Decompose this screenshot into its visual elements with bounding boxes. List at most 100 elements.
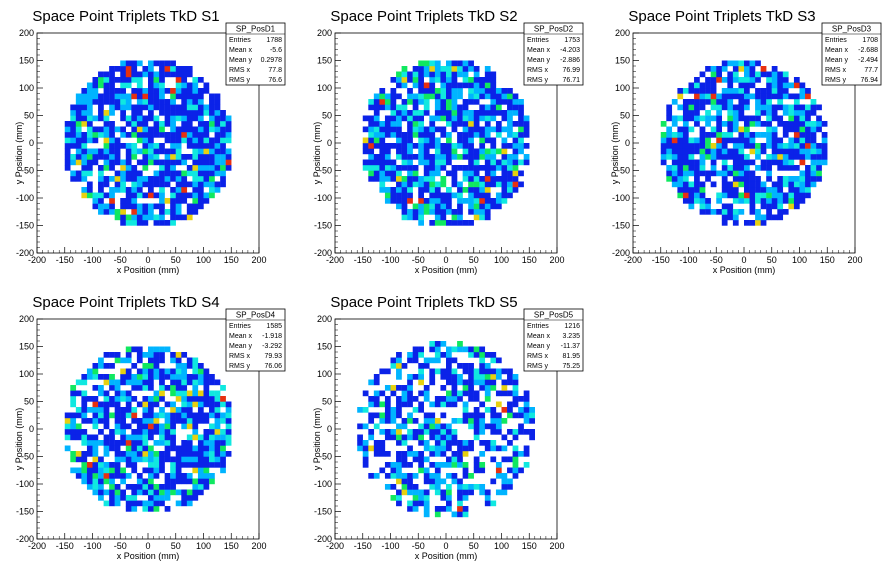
histogram-bin <box>92 77 99 83</box>
histogram-bin <box>203 104 210 111</box>
histogram-bin <box>92 396 99 402</box>
histogram-bin <box>225 137 232 144</box>
histogram-bin <box>170 418 176 424</box>
histogram-bin <box>473 93 480 100</box>
histogram-bin <box>120 176 126 182</box>
histogram-bin <box>479 137 486 144</box>
histogram-bin <box>131 418 138 424</box>
histogram-bin <box>793 132 800 138</box>
histogram-bin <box>70 126 77 133</box>
histogram-bin <box>103 159 110 166</box>
histogram-bin <box>462 506 469 512</box>
histogram-bin <box>699 132 706 138</box>
histogram-bin <box>440 71 447 78</box>
histogram-bin <box>760 198 767 204</box>
histogram-bin <box>484 104 491 111</box>
histogram-bin <box>412 181 419 188</box>
histogram-bin <box>86 115 93 122</box>
histogram-bin <box>92 462 99 468</box>
histogram-bin <box>727 170 734 177</box>
histogram-bin <box>434 434 441 441</box>
histogram-bin <box>175 451 182 457</box>
histogram-bin <box>512 110 519 116</box>
stats-box-name: SP_PosD2 <box>534 25 574 34</box>
histogram-bin <box>192 99 199 105</box>
y-tick-label: -50 <box>319 452 332 462</box>
histogram-bin <box>225 434 232 441</box>
histogram-bin <box>142 440 149 446</box>
histogram-bin <box>523 418 530 424</box>
histogram-bin <box>518 132 524 138</box>
histogram-bin <box>484 176 491 182</box>
histogram-bin <box>495 110 502 116</box>
histogram-bin <box>440 374 447 380</box>
histogram-bin <box>98 418 104 424</box>
histogram-bin <box>457 88 463 94</box>
histogram-bin <box>114 88 121 94</box>
histogram-bin <box>142 66 149 72</box>
histogram-bin <box>379 148 386 155</box>
histogram-bin <box>203 396 210 402</box>
histogram-bin <box>766 203 772 210</box>
histogram-bin <box>479 489 486 496</box>
histogram-bin <box>75 170 82 177</box>
x-tick-label: -150 <box>354 541 372 551</box>
histogram-bin <box>760 143 767 149</box>
histogram-bin <box>153 489 160 496</box>
x-tick-label: 200 <box>251 255 266 265</box>
histogram-bin <box>501 385 508 391</box>
histogram-bin <box>468 88 474 94</box>
histogram-bin <box>418 467 424 474</box>
histogram-bin <box>462 165 469 171</box>
histogram-bin <box>440 66 447 72</box>
histogram-bin <box>384 192 391 199</box>
histogram-bin <box>518 148 524 155</box>
histogram-bin <box>446 396 452 402</box>
histogram-bin <box>136 60 143 67</box>
histogram-bin <box>423 511 430 518</box>
histogram-bin <box>125 506 132 512</box>
histogram-bin <box>457 445 463 452</box>
histogram-bin <box>159 181 165 188</box>
histogram-bin <box>412 203 419 210</box>
x-tick-label: 150 <box>820 255 835 265</box>
histogram-bin <box>777 71 784 78</box>
histogram-bin <box>214 440 221 446</box>
histogram-bin <box>788 148 795 155</box>
histogram-bin <box>175 418 182 424</box>
histogram-bin <box>103 143 110 149</box>
histogram-bin <box>777 137 784 144</box>
histogram-bin <box>92 401 99 408</box>
histogram-bin <box>75 99 82 105</box>
histogram-bin <box>109 401 115 408</box>
histogram-bin <box>186 357 193 364</box>
histogram-bin <box>440 209 447 215</box>
histogram-bin <box>225 154 232 160</box>
histogram-bin <box>164 121 171 127</box>
histogram-bin <box>451 181 458 188</box>
histogram-bin <box>98 154 104 160</box>
histogram-bin <box>671 176 678 182</box>
histogram-bin <box>760 110 767 116</box>
histogram-bin <box>799 187 806 193</box>
histogram-bin <box>209 148 215 155</box>
histogram-bin <box>479 357 486 364</box>
histogram-bin <box>125 154 132 160</box>
histogram-bin <box>479 379 486 386</box>
histogram-bin <box>418 451 424 457</box>
histogram-bin <box>153 220 160 226</box>
histogram-bin <box>214 137 221 144</box>
histogram-bin <box>92 456 99 463</box>
histogram-bin <box>136 500 143 507</box>
histogram-bin <box>749 148 756 155</box>
histogram-bin <box>407 121 413 127</box>
histogram-bin <box>142 88 149 94</box>
histogram-bin <box>114 93 121 100</box>
histogram-bin <box>484 352 491 358</box>
histogram-bin <box>457 104 463 111</box>
histogram-bin <box>142 374 149 380</box>
histogram-bin <box>440 181 447 188</box>
stats-value: -2.494 <box>858 57 878 64</box>
histogram-bin <box>103 203 110 210</box>
histogram-bin <box>384 418 391 424</box>
